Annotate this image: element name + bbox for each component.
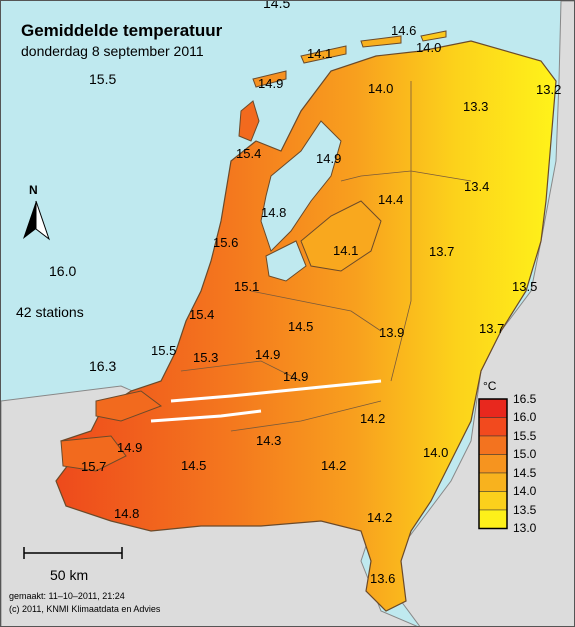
station-value: 15.6 [213,235,239,250]
ijsselmeer-water [260,120,342,252]
station-value: 14.4 [378,192,404,207]
schiermonnikoog-island [420,30,447,42]
station-value: 14.5 [181,458,207,473]
station-value: 14.8 [114,506,140,521]
station-value: 14.9 [258,76,284,91]
zeeland-islands [60,390,163,472]
legend-tick: 15.5 [513,429,537,443]
sea-value: 14.5 [263,0,291,11]
stations-count: 42 stations [16,304,84,320]
legend-tick: 16.5 [513,392,537,406]
markermeer-water [265,240,307,282]
north-label: N [29,183,38,197]
station-value: 14.0 [416,40,442,55]
station-value: 14.2 [321,458,347,473]
rivers [150,379,382,423]
station-value: 14.1 [307,46,333,61]
station-value: 14.5 [288,319,314,334]
germany-land [390,1,574,626]
scale-bar [23,547,123,559]
station-value: 14.0 [423,445,449,460]
station-value: 15.3 [193,350,219,365]
legend-unit: °C [483,379,497,393]
station-value: 13.6 [370,571,396,586]
station-value: 13.5 [512,279,538,294]
north-arrow-icon [23,200,51,241]
station-value: 15.7 [81,459,107,474]
map-subtitle: donderdag 8 september 2011 [21,43,204,59]
station-value: 13.7 [429,244,455,259]
station-value: 14.2 [360,411,386,426]
vlieland-island [252,70,287,88]
footer-made: gemaakt: 11–10–2011, 21:24 [9,591,125,601]
legend-tick: 15.0 [513,447,537,461]
terschelling-island [300,45,347,64]
map-title: Gemiddelde temperatuur [21,21,223,40]
station-value: 14.9 [117,440,143,455]
legend-tick: 13.0 [513,521,537,535]
station-value: 14.2 [367,510,393,525]
station-value: 14.9 [316,151,342,166]
footer-copyright: (c) 2011, KNMI Klimaatdata en Advies [9,604,161,614]
scale-bar-label: 50 km [50,567,89,583]
legend-tick: 13.5 [513,503,537,517]
station-value: 13.7 [479,321,505,336]
station-value: 15.5 [151,343,177,358]
texel-island [238,100,260,142]
legend-colorbar [478,398,508,530]
station-value: 14.9 [255,347,281,362]
station-value: 15.4 [236,146,262,161]
station-value: 13.9 [379,325,405,340]
flevoland-land [300,200,382,272]
station-value: 15.1 [234,279,260,294]
station-value: 14.1 [333,243,359,258]
sea-value: 16.3 [89,358,117,374]
station-value: 13.2 [536,82,562,97]
netherlands-land [55,40,557,612]
station-value: 14.3 [256,433,282,448]
sea-value: 16.0 [49,263,77,279]
station-value: 15.4 [189,307,215,322]
ameland-island [360,35,402,48]
legend-tick: 16.0 [513,410,537,424]
station-value: 13.4 [464,179,490,194]
station-value: 14.6 [391,23,417,38]
station-value: 14.8 [261,205,287,220]
station-value: 14.0 [368,81,394,96]
legend-tick: 14.0 [513,484,537,498]
province-borders [180,81,472,432]
station-value: 13.3 [463,99,489,114]
sea-value: 15.5 [89,71,117,87]
station-value: 14.9 [283,369,309,384]
legend-tick: 14.5 [513,466,537,480]
